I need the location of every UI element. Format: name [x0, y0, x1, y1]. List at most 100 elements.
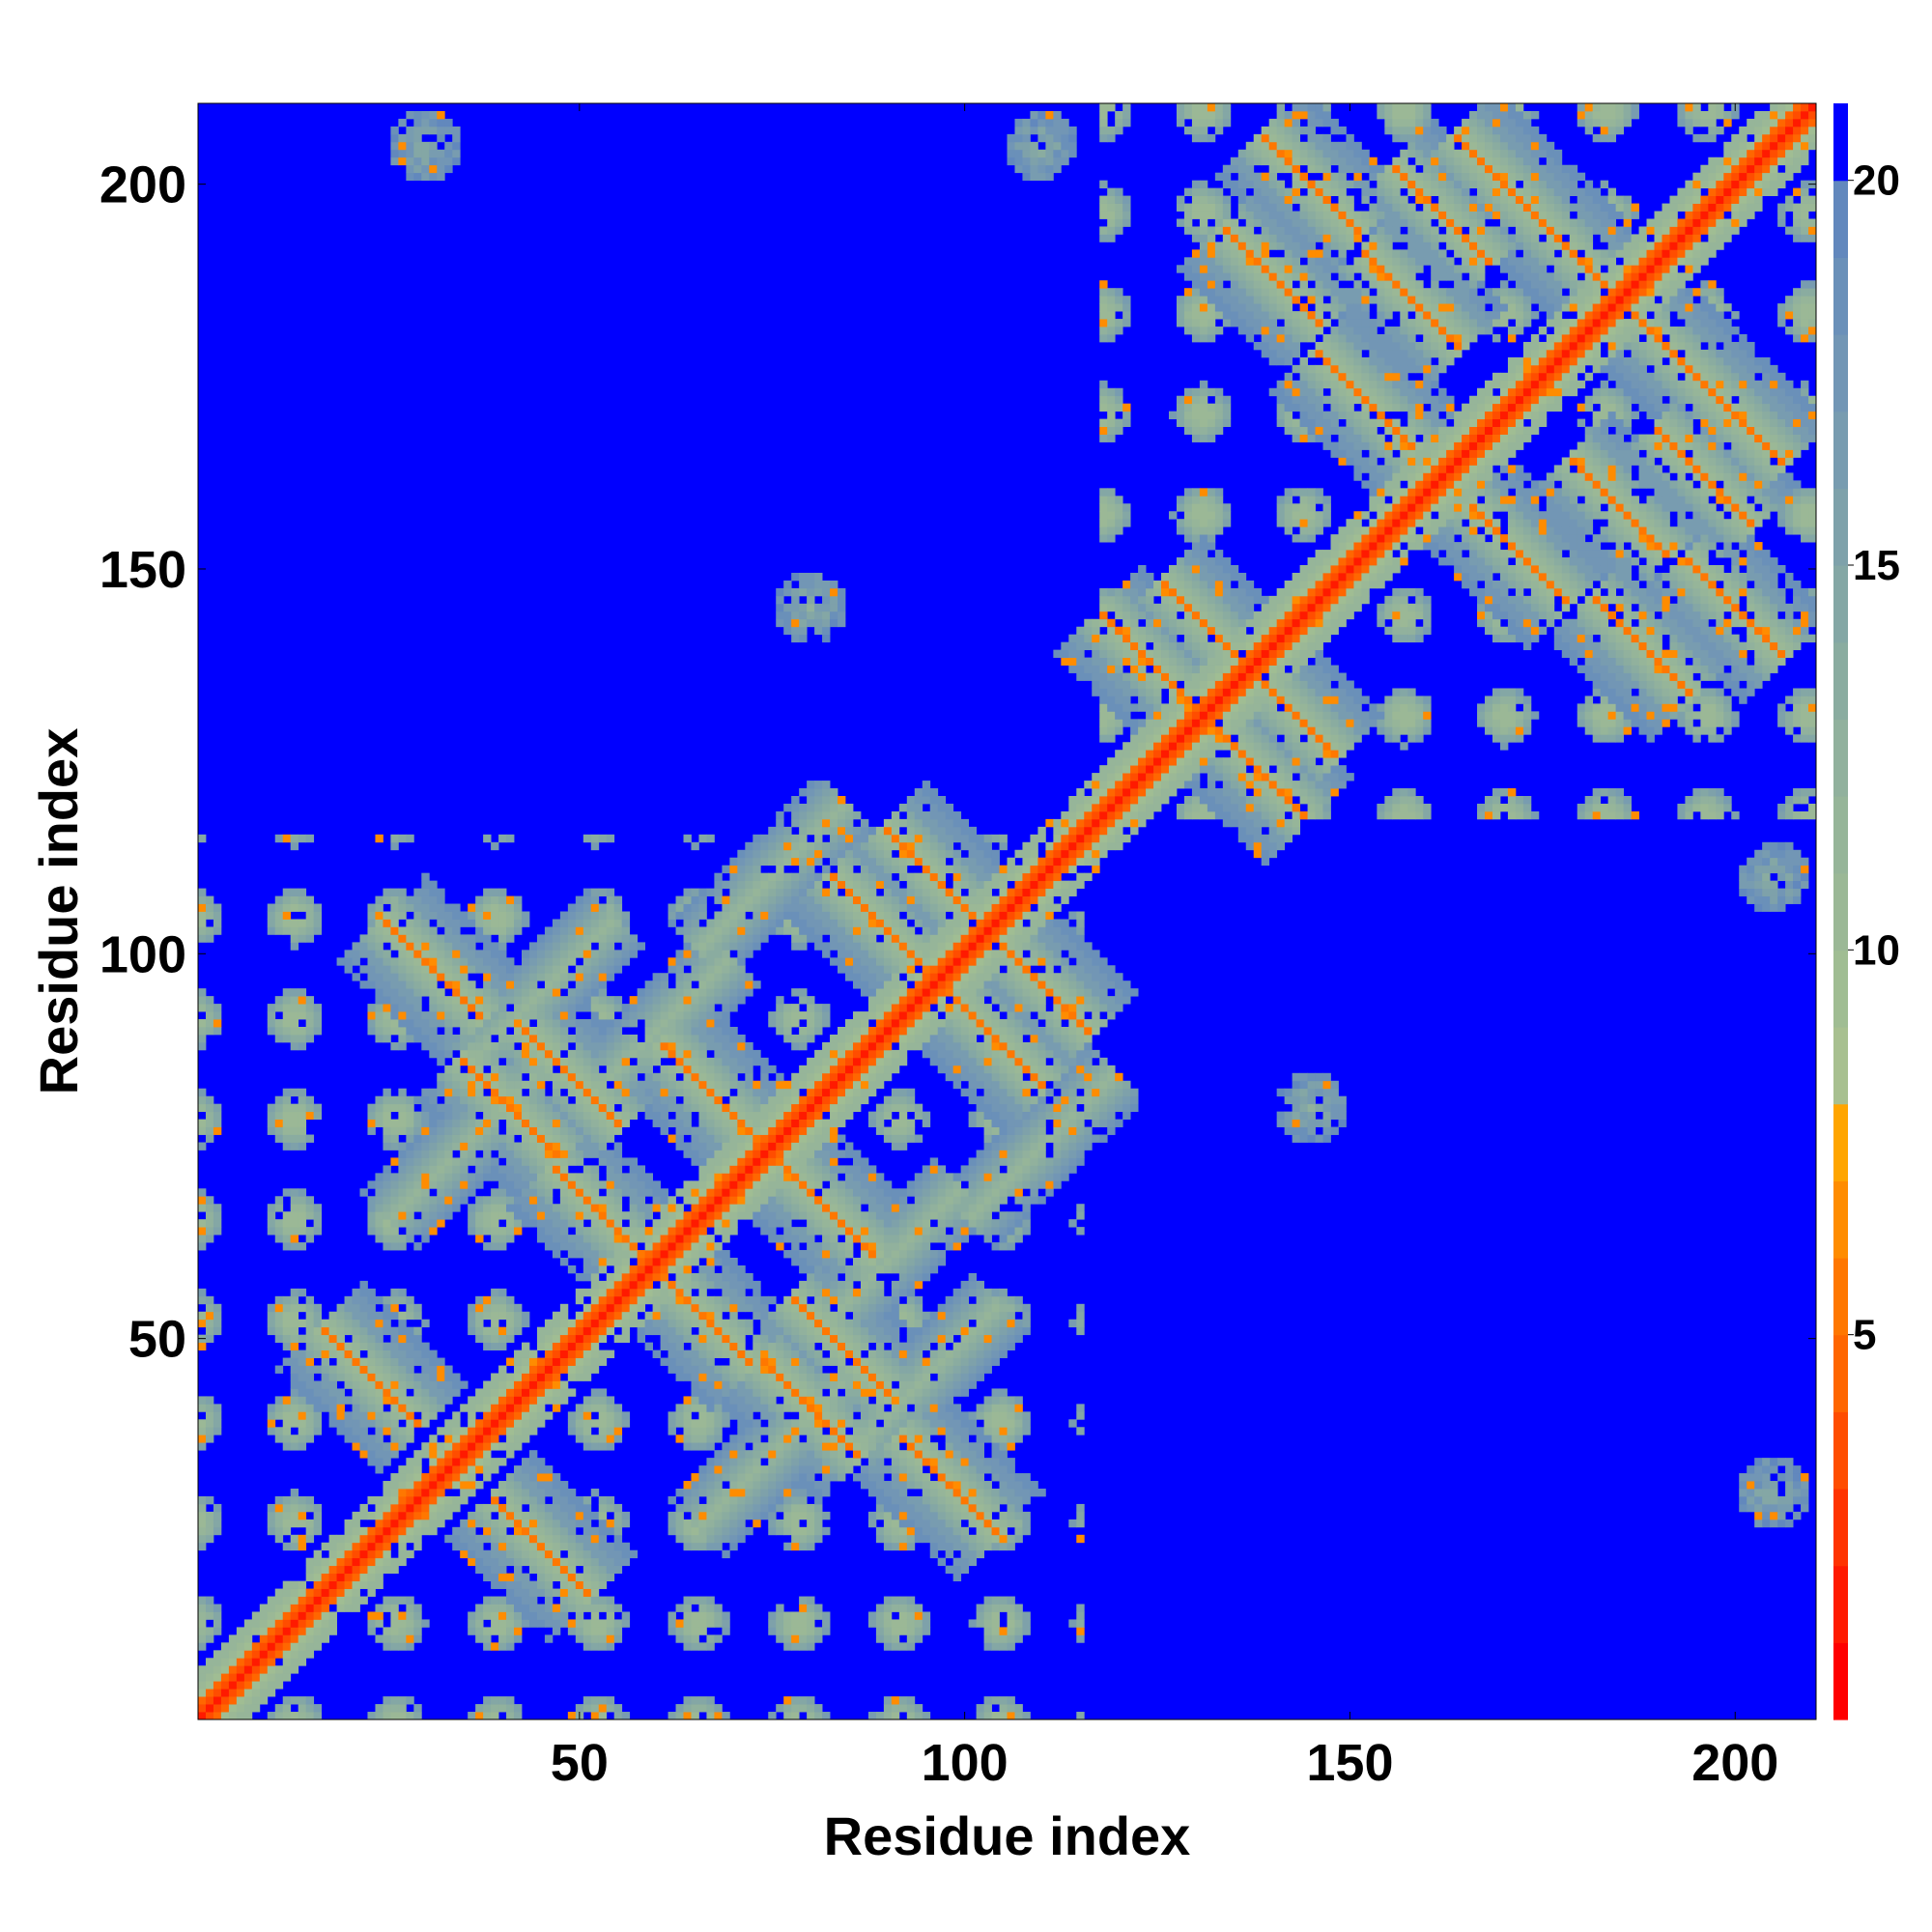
heatmap-cell — [683, 1080, 692, 1090]
heatmap-cell — [637, 942, 646, 951]
heatmap-cell — [437, 1503, 445, 1513]
heatmap-cell — [575, 1311, 584, 1321]
heatmap-cell — [483, 1019, 492, 1028]
heatmap-cell — [506, 1542, 515, 1551]
heatmap-cell — [675, 1627, 684, 1635]
heatmap-cell — [282, 1004, 292, 1012]
heatmap-cell — [313, 1427, 323, 1435]
heatmap-cell — [644, 1019, 653, 1028]
heatmap-cell — [590, 1288, 600, 1297]
heatmap-cell — [328, 1611, 337, 1620]
heatmap-cell — [776, 1211, 784, 1220]
heatmap-cell — [390, 911, 399, 920]
heatmap-cell — [205, 1019, 214, 1028]
heatmap-cell — [698, 1165, 707, 1174]
heatmap-cell — [791, 572, 800, 582]
heatmap-cell — [406, 1227, 414, 1236]
heatmap-cell — [776, 880, 784, 889]
heatmap-cell — [613, 1319, 623, 1328]
heatmap-cell — [590, 1103, 600, 1113]
heatmap-cell — [205, 1095, 214, 1105]
heatmap-cell — [698, 973, 707, 981]
heatmap-cell — [522, 1027, 530, 1036]
heatmap-cell — [536, 1503, 546, 1513]
heatmap-cell — [799, 1326, 808, 1336]
heatmap-cell — [629, 1242, 639, 1251]
heatmap-cell — [491, 1288, 499, 1297]
heatmap-cell — [590, 1696, 600, 1705]
heatmap-cell — [282, 919, 292, 927]
heatmap-cell — [390, 1519, 399, 1528]
heatmap-cell — [691, 1596, 699, 1605]
heatmap-cell — [536, 965, 546, 974]
heatmap-cell — [760, 857, 769, 867]
heatmap-cell — [737, 988, 746, 997]
heatmap-cell — [791, 634, 800, 643]
heatmap-cell — [390, 1334, 399, 1344]
heatmap-cell — [582, 1250, 592, 1259]
heatmap-cell — [776, 1119, 784, 1127]
heatmap-cell — [313, 1319, 323, 1328]
heatmap-cell — [776, 1427, 784, 1435]
heatmap-cell — [791, 1242, 800, 1251]
heatmap-cell — [498, 1242, 507, 1251]
heatmap-cell — [552, 1072, 561, 1082]
heatmap-cell — [559, 1188, 569, 1197]
heatmap-cell — [305, 996, 315, 1005]
heatmap-cell — [799, 587, 808, 597]
heatmap-cell — [452, 1157, 461, 1166]
heatmap-cell — [390, 1396, 399, 1405]
heatmap-cell — [590, 1227, 600, 1236]
heatmap-cell — [745, 1365, 753, 1374]
heatmap-cell — [483, 1565, 492, 1575]
heatmap-cell — [668, 1350, 676, 1358]
heatmap-cell — [637, 1103, 646, 1113]
heatmap-cell — [475, 1219, 484, 1228]
heatmap-cell — [722, 1411, 730, 1420]
heatmap-cell — [429, 1165, 438, 1174]
heatmap-cell — [506, 1150, 515, 1158]
heatmap-cell — [652, 1272, 661, 1282]
heatmap-cell — [567, 1573, 577, 1581]
heatmap-cell — [390, 1326, 399, 1336]
heatmap-cell — [514, 1442, 523, 1451]
heatmap-cell — [421, 1419, 430, 1428]
heatmap-cell — [644, 1319, 653, 1328]
heatmap-cell — [444, 996, 453, 1005]
heatmap-cell — [706, 1258, 715, 1266]
heatmap-cell — [722, 1072, 730, 1082]
heatmap-cell — [421, 903, 430, 912]
heatmap-cell — [567, 1526, 577, 1536]
heatmap-cell — [536, 1334, 546, 1344]
heatmap-cell — [621, 1272, 631, 1282]
heatmap-cell — [683, 1235, 692, 1243]
heatmap-cell — [536, 973, 546, 981]
heatmap-cell — [613, 1034, 623, 1043]
heatmap-cell — [452, 141, 461, 151]
heatmap-cell — [460, 973, 469, 981]
heatmap-cell — [205, 1634, 214, 1643]
heatmap-cell — [668, 1495, 676, 1505]
heatmap-cell — [698, 926, 707, 935]
heatmap-cell — [406, 1188, 414, 1197]
heatmap-cell — [528, 1458, 538, 1466]
heatmap-cell — [243, 1634, 253, 1643]
heatmap-cell — [390, 1204, 399, 1212]
heatmap-cell — [468, 1019, 476, 1028]
heatmap-cell — [475, 1004, 484, 1012]
heatmap-cell — [352, 1557, 360, 1567]
heatmap-cell — [559, 1095, 569, 1105]
heatmap-cell — [305, 1095, 315, 1105]
heatmap-cell — [567, 1188, 577, 1197]
heatmap-cell — [421, 1473, 430, 1482]
heatmap-cell — [298, 1350, 307, 1358]
heatmap-cell — [582, 988, 592, 997]
heatmap-cell — [267, 1712, 276, 1720]
heatmap-cell — [621, 1227, 631, 1236]
heatmap-cell — [691, 1696, 699, 1705]
heatmap-cell — [506, 895, 515, 904]
heatmap-cell — [298, 1495, 307, 1505]
heatmap-cell — [737, 1373, 746, 1381]
heatmap-cell — [783, 903, 792, 912]
heatmap-cell — [437, 996, 445, 1005]
